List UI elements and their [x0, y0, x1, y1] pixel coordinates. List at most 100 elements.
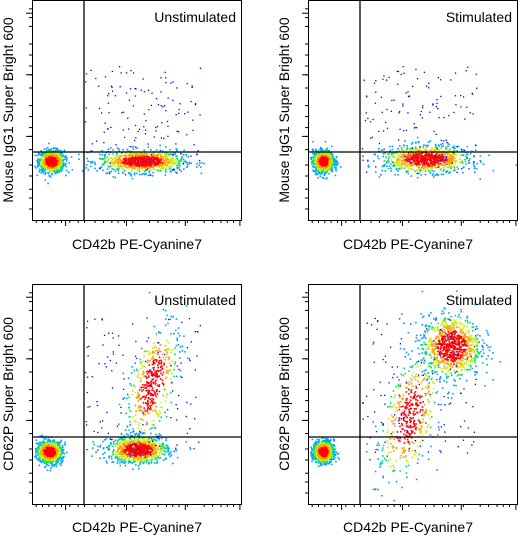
event-dot	[181, 156, 183, 158]
event-dot	[61, 160, 64, 163]
event-dot	[60, 169, 62, 171]
event-dot	[403, 145, 405, 147]
event-dot	[161, 122, 163, 124]
event-dot	[460, 148, 462, 150]
event-dot	[410, 150, 413, 152]
event-dot	[90, 161, 92, 164]
event-dot	[480, 161, 482, 163]
event-dot	[165, 110, 167, 112]
event-dot	[413, 123, 415, 125]
event-dot	[45, 438, 47, 440]
event-dot	[447, 142, 449, 145]
event-dot	[415, 162, 418, 164]
event-dot	[112, 451, 115, 454]
event-dot	[122, 149, 125, 151]
event-dot	[143, 113, 145, 115]
event-dot	[400, 147, 403, 149]
event-dot	[459, 154, 462, 157]
event-dot	[320, 168, 322, 170]
event-dot	[157, 152, 160, 155]
event-dot	[47, 453, 50, 455]
event-dot	[49, 444, 51, 446]
event-dot	[105, 172, 108, 175]
event-dot	[170, 162, 172, 164]
event-dot	[448, 166, 451, 169]
event-dot	[323, 162, 326, 164]
event-dot	[39, 457, 41, 459]
event-dot	[43, 449, 45, 452]
event-dot	[132, 161, 134, 163]
event-dot	[412, 158, 414, 160]
event-dot	[405, 156, 407, 159]
event-dot	[415, 68, 417, 71]
event-dot	[110, 170, 112, 173]
event-dot	[41, 171, 44, 173]
event-dot	[160, 91, 162, 93]
event-dot	[53, 154, 55, 156]
event-dot	[145, 169, 147, 172]
event-dot	[482, 163, 485, 165]
event-dot	[48, 454, 51, 457]
event-dot	[53, 152, 56, 154]
event-dot	[433, 148, 435, 151]
event-dot	[51, 160, 53, 162]
event-dot	[169, 162, 171, 165]
event-dot	[169, 167, 172, 169]
event-dot	[186, 161, 188, 164]
event-dot	[431, 170, 433, 172]
event-dot	[441, 142, 444, 145]
event-dot	[52, 455, 54, 458]
event-dot	[163, 153, 166, 156]
event-dot	[425, 161, 428, 164]
event-dot	[56, 172, 59, 174]
event-dot	[132, 105, 135, 107]
event-dot	[149, 164, 152, 166]
event-dot	[149, 166, 151, 168]
event-dot	[53, 166, 55, 169]
event-dot	[119, 158, 122, 161]
event-dot	[320, 158, 322, 160]
event-dot	[45, 448, 48, 451]
event-dot	[148, 109, 150, 111]
event-dot	[157, 169, 159, 172]
event-dot	[415, 142, 417, 144]
event-dot	[133, 152, 136, 154]
event-dot	[452, 157, 455, 159]
event-dot	[45, 156, 47, 159]
event-dot	[311, 156, 314, 159]
event-dot	[56, 155, 58, 157]
event-dot	[325, 157, 328, 159]
event-dot	[125, 163, 127, 165]
event-dot	[131, 454, 134, 457]
event-dot	[58, 455, 61, 457]
event-dot	[43, 445, 46, 447]
event-dot	[98, 85, 100, 87]
event-dot	[138, 163, 141, 166]
event-dot	[423, 157, 425, 159]
event-dot	[50, 455, 52, 458]
event-dot	[326, 167, 329, 169]
event-dot	[37, 454, 39, 457]
event-dot	[323, 154, 325, 157]
event-dot	[407, 155, 410, 158]
event-dot	[118, 161, 120, 163]
event-dot	[53, 452, 55, 455]
event-dot	[176, 166, 178, 168]
event-dot	[426, 85, 428, 87]
event-dot	[441, 158, 443, 160]
event-dot	[152, 153, 155, 156]
event-dot	[324, 140, 327, 143]
event-dot	[43, 163, 46, 166]
event-dot	[167, 155, 169, 157]
event-dot	[312, 152, 314, 155]
event-dot	[428, 157, 430, 160]
event-dot	[364, 119, 367, 122]
event-dot	[159, 163, 162, 165]
event-dot	[319, 153, 322, 155]
event-dot	[420, 152, 423, 154]
event-dot	[56, 170, 58, 173]
event-dot	[162, 158, 164, 161]
event-dot	[87, 160, 89, 162]
event-dot	[143, 153, 145, 156]
event-dot	[109, 164, 112, 167]
